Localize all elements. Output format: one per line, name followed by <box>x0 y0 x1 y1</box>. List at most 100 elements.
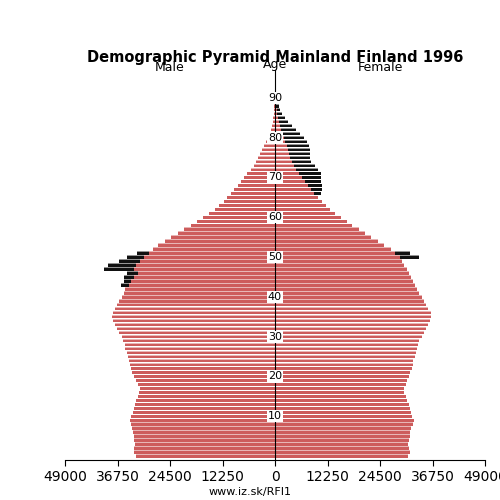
Bar <box>275 315 432 318</box>
Text: Male: Male <box>155 61 185 74</box>
Bar <box>281 128 296 132</box>
Bar <box>275 406 409 410</box>
Bar <box>124 291 275 294</box>
Text: 20: 20 <box>268 372 282 382</box>
Bar <box>204 216 275 219</box>
Text: 40: 40 <box>268 292 282 302</box>
Bar <box>289 152 310 156</box>
Bar <box>294 164 315 167</box>
Bar <box>136 252 148 255</box>
Bar <box>134 268 275 270</box>
Bar <box>258 156 275 159</box>
Bar <box>275 307 428 310</box>
Bar <box>275 192 314 195</box>
Bar <box>275 156 290 159</box>
Bar <box>275 359 413 362</box>
Bar <box>275 232 365 235</box>
Bar <box>275 414 412 418</box>
Bar <box>138 382 275 386</box>
Bar <box>275 268 406 270</box>
Bar <box>275 410 411 414</box>
Bar <box>275 116 278 119</box>
Bar <box>132 426 275 430</box>
Text: www.iz.sk/RFI1: www.iz.sk/RFI1 <box>208 487 292 497</box>
Bar <box>275 319 430 322</box>
Bar <box>275 184 308 187</box>
Bar <box>132 422 275 426</box>
Bar <box>275 339 420 342</box>
Bar <box>126 347 275 350</box>
Bar <box>136 442 275 446</box>
Bar <box>308 184 322 187</box>
Bar <box>275 168 296 171</box>
Text: 60: 60 <box>268 212 282 222</box>
Bar <box>275 295 422 298</box>
Bar <box>136 398 275 402</box>
Bar <box>275 438 409 442</box>
Bar <box>395 252 410 255</box>
Bar <box>275 136 283 140</box>
Bar <box>138 272 275 274</box>
Bar <box>296 168 318 171</box>
Bar <box>278 120 288 124</box>
Bar <box>178 232 275 235</box>
Bar <box>138 394 275 398</box>
Bar <box>126 351 275 354</box>
Bar <box>134 275 275 278</box>
Bar <box>124 275 134 278</box>
Bar <box>276 104 278 108</box>
Bar <box>124 279 132 282</box>
Bar <box>275 144 286 148</box>
Bar <box>275 386 404 390</box>
Bar <box>126 287 275 290</box>
Bar <box>274 108 275 112</box>
Bar <box>215 208 275 211</box>
Bar <box>134 374 275 378</box>
Bar <box>275 434 410 438</box>
Bar <box>130 359 275 362</box>
Bar <box>275 430 410 434</box>
Bar <box>300 172 321 175</box>
Bar <box>275 272 408 274</box>
Bar <box>275 363 412 366</box>
Text: 80: 80 <box>268 132 282 142</box>
Bar <box>275 112 277 116</box>
Bar <box>275 100 276 103</box>
Bar <box>275 244 384 247</box>
Bar <box>275 172 299 175</box>
Text: 90: 90 <box>268 93 282 103</box>
Text: 70: 70 <box>268 172 282 182</box>
Bar <box>274 104 275 108</box>
Bar <box>108 264 136 266</box>
Bar <box>275 347 418 350</box>
Bar <box>270 132 275 136</box>
Bar <box>400 256 419 258</box>
Bar <box>275 200 322 203</box>
Bar <box>134 450 275 454</box>
Bar <box>120 299 275 302</box>
Bar <box>286 144 309 148</box>
Bar <box>120 331 275 334</box>
Bar <box>250 168 275 171</box>
Bar <box>275 367 411 370</box>
Text: Female: Female <box>358 61 403 74</box>
Bar <box>234 188 275 191</box>
Bar <box>132 279 275 282</box>
Bar <box>134 446 275 450</box>
Bar <box>114 319 275 322</box>
Bar <box>275 331 424 334</box>
Bar <box>272 120 275 124</box>
Bar <box>275 180 305 183</box>
Bar <box>275 132 282 136</box>
Bar <box>132 371 275 374</box>
Bar <box>104 268 134 270</box>
Bar <box>275 394 406 398</box>
Bar <box>275 212 335 215</box>
Bar <box>311 188 322 191</box>
Bar <box>276 108 280 112</box>
Bar <box>262 148 275 152</box>
Bar <box>275 351 416 354</box>
Bar <box>282 132 300 136</box>
Bar <box>275 442 408 446</box>
Bar <box>134 434 275 438</box>
